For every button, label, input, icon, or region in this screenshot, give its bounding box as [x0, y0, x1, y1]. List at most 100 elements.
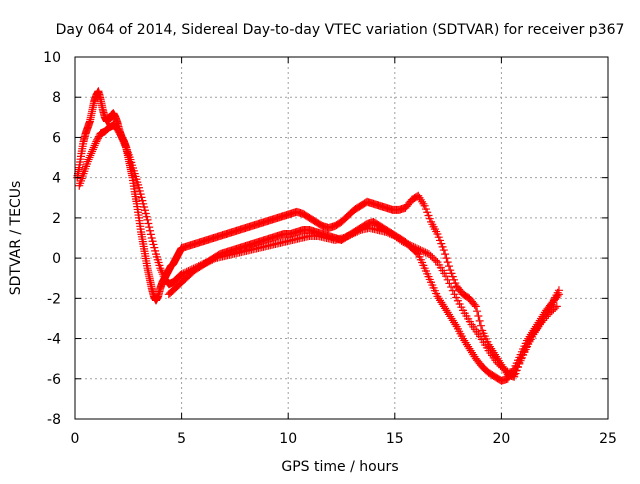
data-point	[441, 304, 450, 313]
data-point	[117, 133, 126, 142]
data-point	[508, 366, 517, 375]
data-point	[534, 318, 543, 327]
data-point	[444, 310, 453, 319]
data-point	[530, 324, 539, 333]
data-point	[447, 283, 456, 292]
data-series	[164, 217, 563, 385]
x-tick-label: 5	[177, 431, 186, 447]
y-tick-label: -2	[47, 291, 61, 307]
data-point	[120, 139, 129, 148]
data-point	[143, 215, 152, 224]
x-tick-label: 0	[71, 431, 80, 447]
data-point	[91, 139, 100, 148]
data-point	[442, 306, 451, 315]
y-tick-label: -8	[47, 412, 61, 428]
data-point	[535, 316, 544, 325]
data-point	[88, 145, 97, 154]
data-point	[435, 296, 444, 305]
data-point	[431, 256, 440, 265]
data-point	[84, 155, 93, 164]
data-point	[441, 272, 450, 281]
y-tick-label: 4	[52, 171, 61, 187]
data-point	[537, 314, 546, 323]
data-point	[465, 344, 474, 353]
data-point	[533, 320, 542, 329]
data-point	[119, 137, 128, 146]
data-point	[553, 291, 562, 300]
data-point	[503, 374, 512, 383]
data-point	[441, 250, 450, 259]
data-point	[467, 348, 476, 357]
data-point	[86, 151, 95, 160]
data-point	[89, 143, 98, 152]
data-point	[529, 326, 538, 335]
data-point	[157, 266, 166, 275]
data-point	[446, 312, 455, 321]
data-point	[146, 226, 155, 235]
plot-frame	[74, 56, 609, 420]
data-point	[87, 149, 96, 158]
data-point	[419, 199, 428, 208]
data-point	[421, 248, 430, 257]
data-point	[522, 336, 531, 345]
data-point	[507, 368, 516, 377]
data-point	[524, 334, 533, 343]
data-point	[505, 372, 514, 381]
data-point	[538, 312, 547, 321]
x-axis-ticks: 0 5 10 15 20 25	[71, 57, 617, 447]
data-point	[554, 290, 563, 299]
data-point	[443, 258, 452, 267]
y-tick-label: 0	[52, 251, 61, 267]
data-point	[470, 300, 479, 309]
data-point	[525, 332, 534, 341]
data-point	[419, 247, 428, 256]
data-point	[438, 300, 447, 309]
data-point	[418, 197, 427, 206]
data-point	[447, 314, 456, 323]
data-point	[459, 334, 468, 343]
data-point	[466, 346, 475, 355]
data-point	[179, 269, 188, 278]
data-point	[469, 350, 478, 359]
data-point	[476, 321, 485, 330]
data-point	[146, 230, 155, 239]
y-tick-label: 6	[52, 130, 61, 146]
data-point	[144, 219, 153, 228]
y-tick-label: -6	[47, 372, 61, 388]
data-point	[473, 307, 482, 316]
data-point	[462, 340, 471, 349]
data-point	[415, 193, 424, 202]
data-point	[451, 320, 460, 329]
data-point	[157, 268, 166, 277]
data-point	[528, 328, 537, 337]
data-point	[437, 298, 446, 307]
data-point	[434, 294, 443, 303]
data-point	[445, 279, 454, 288]
y-axis-label: SDTVAR / TECUs	[8, 181, 24, 296]
data-point	[88, 147, 97, 156]
data-point	[448, 316, 457, 325]
data-point	[474, 312, 483, 321]
x-tick-label: 15	[386, 431, 404, 447]
data-point	[460, 336, 469, 345]
data-point	[444, 262, 453, 271]
data-point	[552, 302, 561, 311]
data-point	[526, 330, 535, 339]
data-point	[448, 286, 457, 295]
y-tick-label: 2	[52, 211, 61, 227]
data-point	[412, 248, 421, 257]
data-point	[531, 322, 540, 331]
x-axis-label: GPS time / hours	[281, 459, 398, 475]
data-point	[443, 308, 452, 317]
data-point	[416, 195, 425, 204]
y-tick-label: 10	[43, 50, 61, 66]
data-point	[443, 275, 452, 284]
data-point	[501, 366, 510, 375]
chart-title: Day 064 of 2014, Sidereal Day-to-day VTE…	[56, 22, 625, 38]
y-tick-label: 8	[52, 90, 61, 106]
y-axis-ticks: -8 -6 -4 -2 0 2 4 6 8 10	[43, 50, 608, 428]
data-point	[464, 342, 473, 351]
x-tick-label: 20	[492, 431, 510, 447]
x-tick-label: 25	[599, 431, 617, 447]
